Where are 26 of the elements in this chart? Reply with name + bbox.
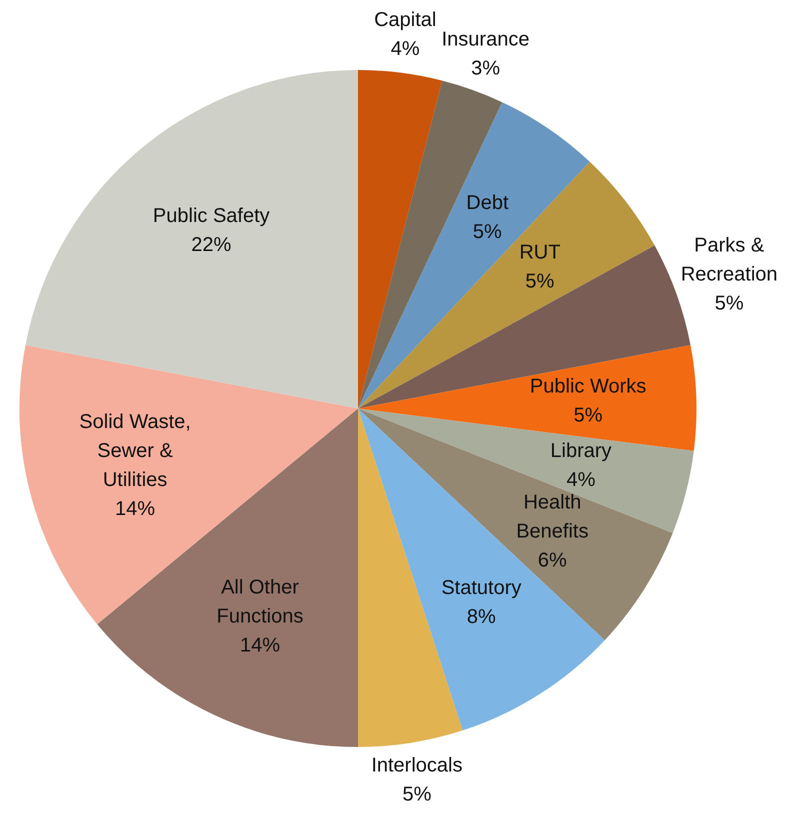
slice-label: RUT bbox=[519, 241, 560, 264]
slice-label: Debt bbox=[466, 192, 509, 214]
data-label: 3% bbox=[471, 57, 500, 80]
data-label: 8% bbox=[466, 606, 496, 628]
slice-label: Parks & Recreation bbox=[680, 234, 778, 286]
slice-label: Health Benefits bbox=[516, 491, 588, 542]
slice-label: Capital bbox=[374, 8, 436, 31]
slice-label: Public Works bbox=[530, 375, 646, 398]
data-label: 22% bbox=[191, 234, 232, 256]
slice-label: Solid Waste, Sewer & Utilities bbox=[79, 410, 191, 491]
data-label: 5% bbox=[574, 404, 603, 426]
slice-label: Public Safety bbox=[152, 205, 270, 228]
data-label: 5% bbox=[402, 783, 432, 806]
data-label: 5% bbox=[525, 270, 555, 292]
data-label: 4% bbox=[390, 38, 420, 60]
data-label: 6% bbox=[538, 549, 568, 572]
slice-label: Statutory bbox=[441, 576, 522, 599]
data-label: 14% bbox=[240, 634, 280, 656]
data-label: 14% bbox=[115, 498, 156, 520]
slice-label: Insurance bbox=[442, 28, 530, 50]
slice-label: All Other Functions bbox=[216, 576, 304, 628]
slice-label: Library bbox=[550, 440, 612, 462]
data-label: 5% bbox=[714, 292, 744, 314]
slice-label: Interlocals bbox=[371, 754, 462, 776]
data-label: 5% bbox=[472, 221, 502, 244]
data-label: 4% bbox=[566, 468, 596, 491]
